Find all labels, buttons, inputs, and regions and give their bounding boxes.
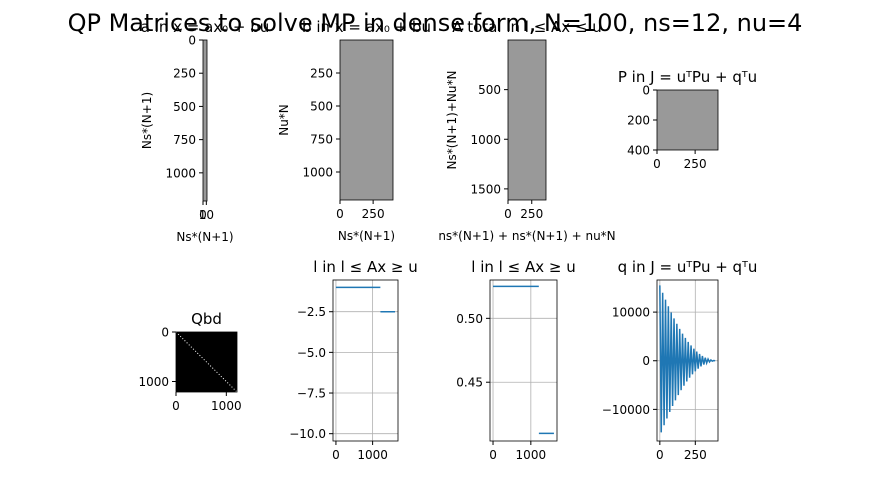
matrix-image [203, 40, 207, 201]
subplot-title: l in l ≤ Ax ≥ u [313, 258, 417, 276]
x-tick-label: 1000 [357, 448, 388, 462]
y-tick-label: −7.5 [297, 387, 326, 401]
y-axis-label: Ns*(N+1)+Nu*N [445, 71, 459, 170]
y-tick-label: 750 [173, 133, 196, 147]
axes-frame [507, 39, 547, 201]
x-tick-label: 0 [489, 448, 497, 462]
x-axis-label: Ns*(N+1) [338, 229, 395, 243]
y-tick-label: 0 [188, 34, 196, 48]
subplot-title: q in J = uᵀPu + qᵀu [618, 258, 758, 276]
subplot: −2.5 −5.0 −7.5 −10.0 0 1000 l in l ≤ Ax ≥ u [289, 258, 417, 462]
y-axis-label: Ns*(N+1) [140, 92, 154, 149]
data-line [335, 286, 396, 313]
y-tick-label: −2.5 [297, 305, 326, 319]
x-axis-label: Ns*(N+1) [176, 230, 233, 244]
x-axis-label: ns*(N+1) + ns*(N+1) + nu*N [438, 229, 615, 243]
x-tick-label: 0 [172, 399, 180, 413]
subplot: 250 500 750 1000 0 250 b in x = ax₀ + bu Ns*(N+… [277, 18, 431, 243]
data-line [659, 285, 716, 433]
y-tick-label: −10.0 [289, 427, 326, 441]
subplot-title: A total in l ≤ Ax ≤ u [452, 18, 602, 36]
x-tick-label: 0 [336, 207, 344, 221]
x-tick-label: 0 [332, 448, 340, 462]
y-tick-label: 250 [173, 67, 196, 81]
subplot: 10000 0 −10000 0 250 q in J = uᵀPu + qᵀu [602, 258, 758, 462]
subplot-title: b in x = ax₀ + bu [302, 18, 431, 36]
y-tick-label: 1000 [302, 166, 333, 180]
x-tick-label: 0 [199, 208, 207, 222]
matrix-image [508, 40, 546, 200]
x-tick-label: 250 [684, 157, 707, 171]
matrix-image [340, 40, 393, 200]
matrix-image [657, 90, 718, 150]
x-tick-label: 10 [199, 208, 214, 222]
y-tick-label: 400 [627, 144, 650, 158]
y-tick-label: 500 [310, 100, 333, 114]
x-tick-label: 250 [362, 207, 385, 221]
axes-frame [202, 39, 208, 202]
axes-frame [656, 89, 719, 151]
x-tick-label: 250 [520, 207, 543, 221]
y-tick-label: −10000 [602, 403, 650, 417]
y-tick-label: 10000 [612, 306, 650, 320]
subplot-title: Qbd [191, 310, 222, 328]
axes-frame [656, 279, 719, 442]
axes-frame [332, 279, 399, 442]
x-tick-label: 0 [653, 157, 661, 171]
x-tick-label: 0 [656, 448, 664, 462]
x-tick-label: 1000 [516, 448, 547, 462]
axes-frame [339, 39, 394, 201]
y-tick-label: 0 [642, 354, 650, 368]
y-tick-label: 0.45 [456, 376, 483, 390]
subplot-title: l in l ≤ Ax ≥ u [471, 258, 575, 276]
x-tick-label: 250 [684, 448, 707, 462]
y-tick-label: −5.0 [297, 346, 326, 360]
y-tick-label: 1500 [470, 182, 501, 196]
data-line [493, 285, 554, 435]
y-tick-label: 500 [478, 83, 501, 97]
y-tick-label: 1000 [470, 133, 501, 147]
y-tick-label: 0.50 [456, 312, 483, 326]
y-tick-label: 750 [310, 133, 333, 147]
x-tick-label: 1000 [211, 399, 242, 413]
y-tick-label: 1000 [138, 375, 169, 389]
subplot-title: P in J = uᵀPu + qᵀu [618, 68, 757, 86]
y-tick-label: 250 [310, 67, 333, 81]
y-axis-label: Nu*N [277, 104, 291, 136]
figure-title: QP Matrices to solve MP in dense form, N… [68, 9, 803, 37]
matrix-diagonal [175, 331, 238, 393]
y-tick-label: 0 [161, 326, 169, 340]
y-tick-label: 200 [627, 114, 650, 128]
subplot-title: a in x = ax₀ + bu [141, 18, 270, 36]
y-tick-label: 0 [642, 84, 650, 98]
x-tick-label: 0 [504, 207, 512, 221]
y-tick-label: 1000 [165, 166, 196, 180]
axes-frame [489, 279, 558, 442]
subplot: 0.50 0.45 0 1000 l in l ≤ Ax ≥ u [456, 258, 575, 462]
axes-frame [175, 331, 238, 393]
y-tick-label: 500 [173, 100, 196, 114]
